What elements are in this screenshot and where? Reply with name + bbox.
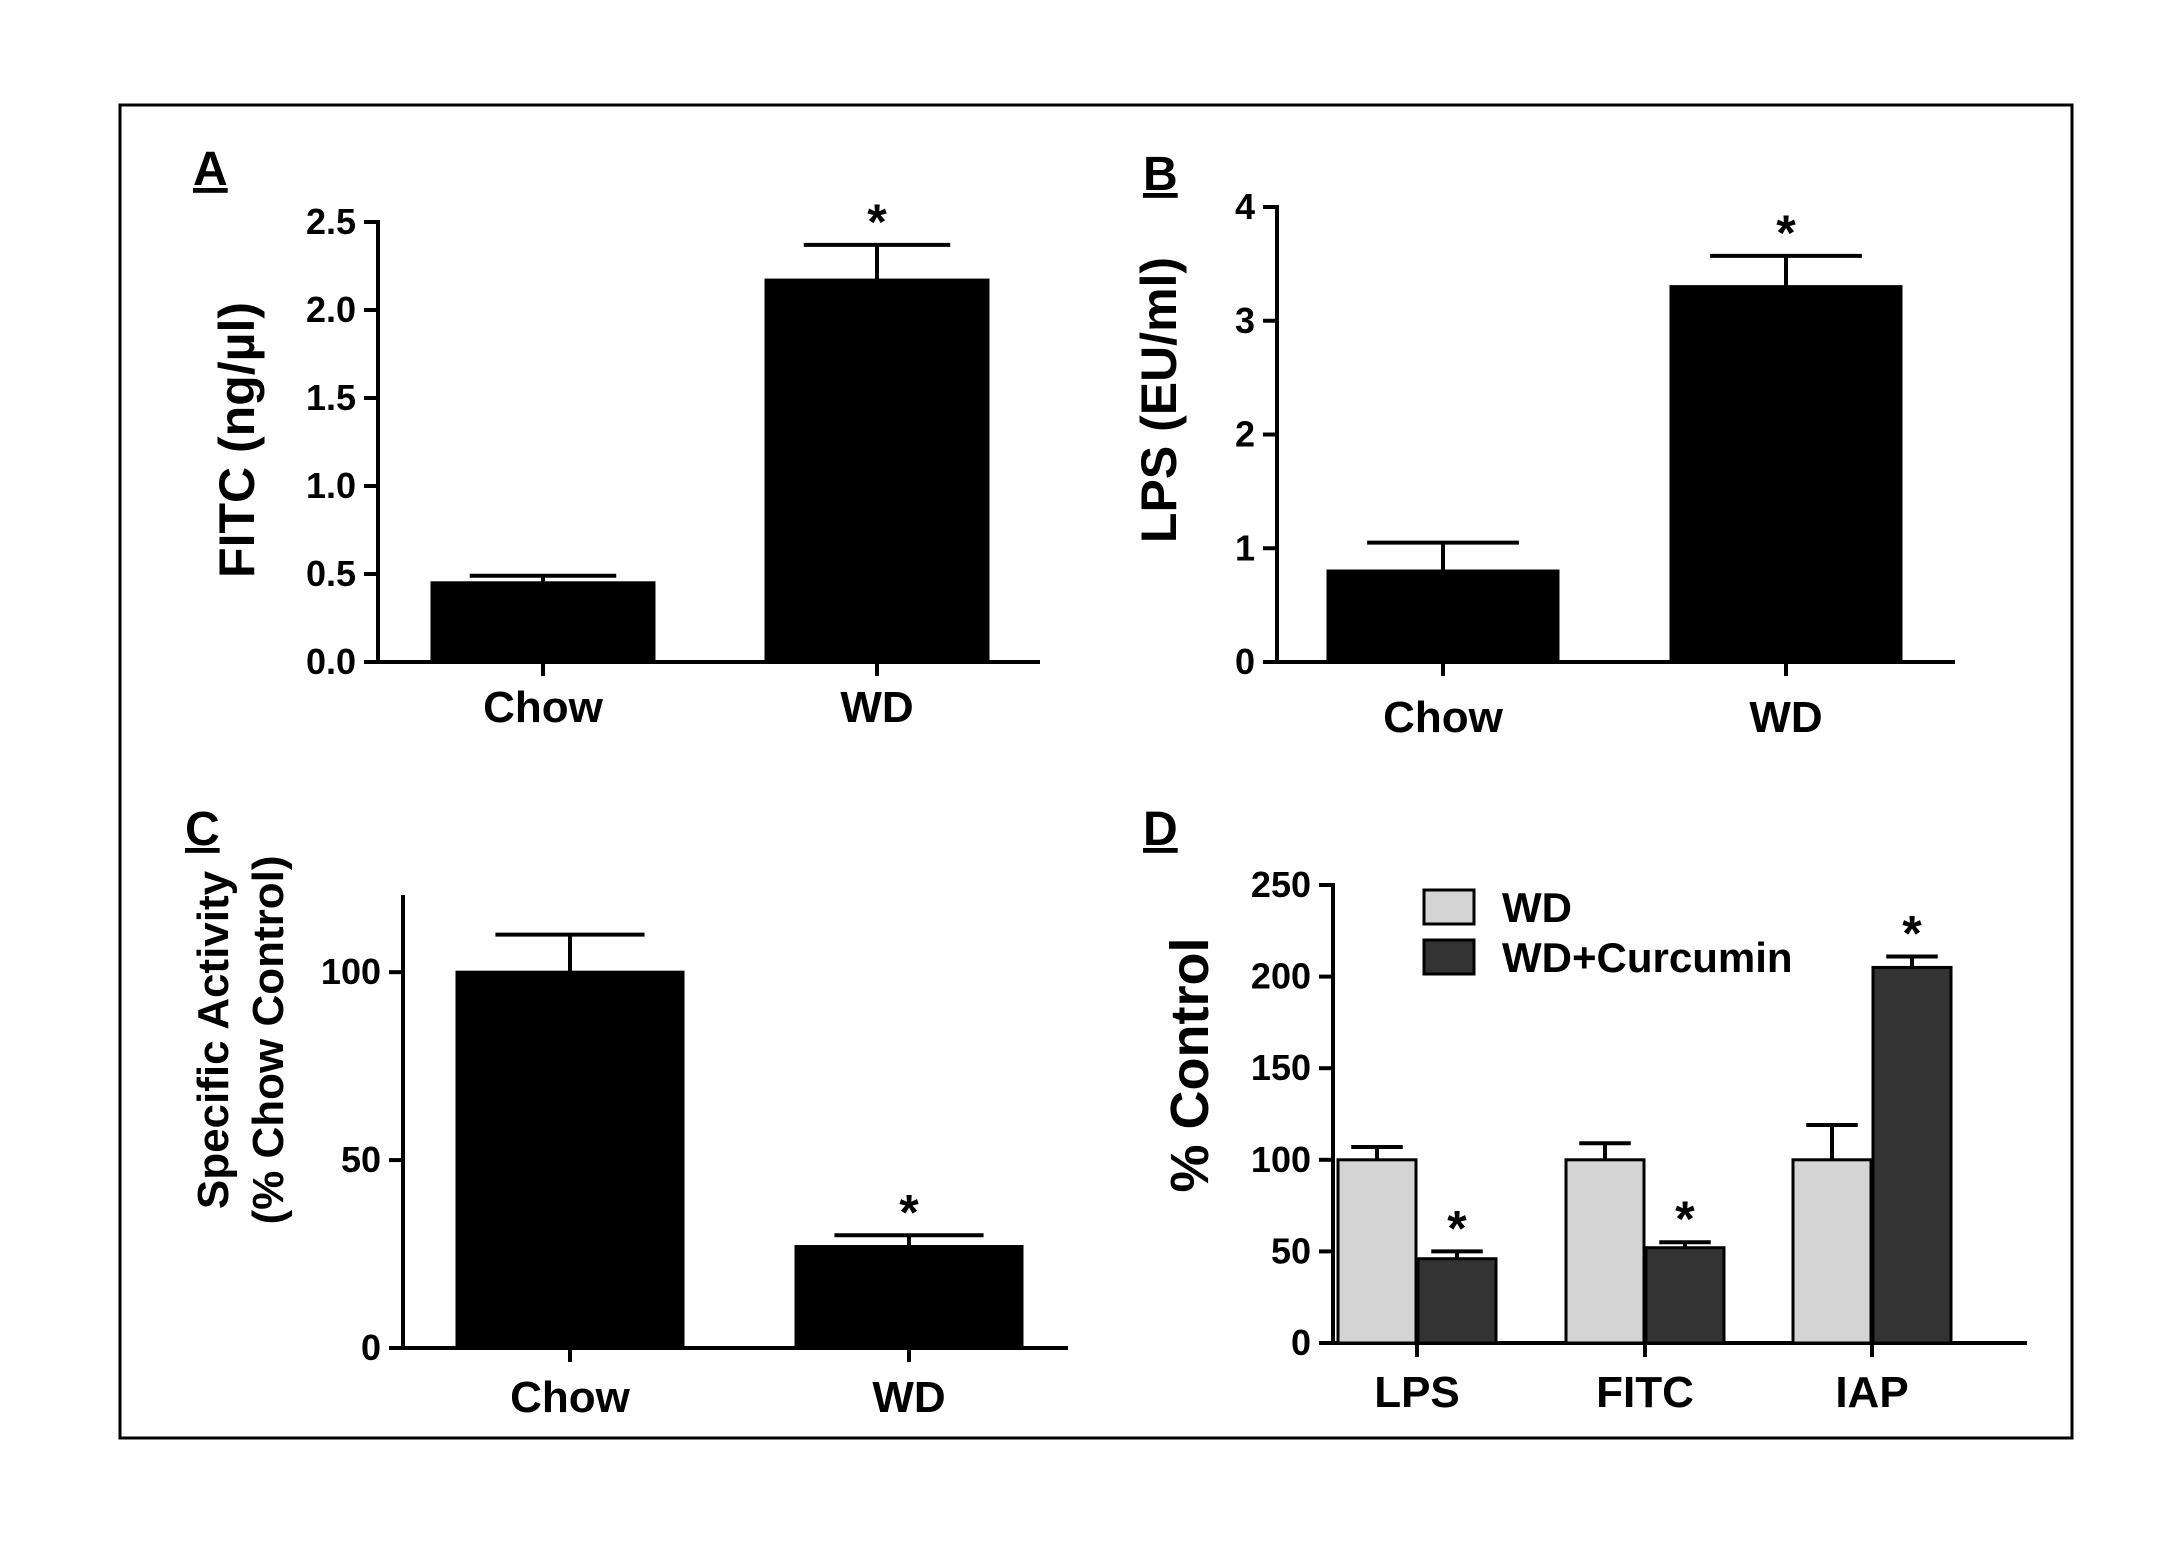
y-axis-title-c-line2: (% Chow Control)	[244, 855, 293, 1224]
y-tick-label-d: 0	[1291, 1322, 1311, 1363]
panel-a: A FITC (ng/µl) 0.0 0.5 1.0 1.5 2.0 2.5 * Chow…	[193, 143, 1040, 732]
y-axis-title-d: % Control	[1160, 938, 1220, 1193]
y-tick-label-d: 150	[1251, 1047, 1311, 1088]
y-tick-label-c: 50	[341, 1139, 381, 1180]
panel-letter-c: C	[185, 803, 220, 856]
category-label-a: Chow	[483, 683, 604, 732]
y-tick-label-b: 4	[1235, 186, 1255, 227]
panel-letter-a: A	[193, 143, 228, 196]
category-labels-d: LPS FITC IAP	[1374, 1368, 1908, 1417]
y-tick-label-a: 0.5	[306, 553, 356, 594]
figure-frame	[118, 103, 2074, 1440]
legend-label-wd: WD	[1502, 884, 1572, 931]
y-tick-label-c: 100	[321, 951, 381, 992]
y-axis-title-c-line1: Specific Activity	[189, 870, 238, 1209]
category-labels-c: Chow WD	[510, 1373, 946, 1422]
significance-marker-d-fitc-s1: *	[1675, 1191, 1695, 1247]
significance-marker-d-iap-s1: *	[1902, 905, 1922, 961]
y-ticks-a: 0.0 0.5 1.0 1.5 2.0 2.5	[306, 201, 1040, 682]
y-tick-label-a: 2.0	[306, 289, 356, 330]
bar-c-chow	[455, 970, 685, 1350]
y-tick-label-d: 50	[1271, 1230, 1311, 1271]
bars-c: *	[455, 932, 1024, 1350]
bars-a: *	[430, 194, 990, 664]
y-tick-label-b: 0	[1235, 641, 1255, 682]
significance-marker-b-wd: *	[1776, 205, 1796, 261]
category-label-b: Chow	[1383, 693, 1504, 742]
category-labels-b: Chow WD	[1383, 693, 1823, 742]
category-label-c: WD	[872, 1373, 945, 1422]
bar-d-lps-s1	[1416, 1257, 1498, 1345]
panel-c: C Specific Activity (% Chow Control) 0 50…	[185, 803, 1068, 1422]
bar-b-chow	[1326, 569, 1560, 664]
panel-d: D % Control 0 50 100 150 200 250 * * * LPS FITC I…	[1143, 803, 2027, 1417]
bar-d-fitc-s1	[1644, 1246, 1726, 1345]
bar-d-iap-s0	[1791, 1158, 1873, 1345]
bars-b: *	[1326, 205, 1903, 664]
y-tick-label-a: 2.5	[306, 201, 356, 242]
y-tick-label-b: 2	[1235, 414, 1255, 455]
bar-d-lps-s0	[1336, 1158, 1418, 1345]
legend-swatch-wd	[1422, 888, 1476, 926]
bars-d: * * *	[1336, 905, 1953, 1345]
y-tick-label-c: 0	[361, 1327, 381, 1368]
y-axis-title-a: FITC (ng/µl)	[209, 302, 265, 578]
category-label-d: LPS	[1374, 1368, 1460, 1417]
panel-b: B LPS (EU/ml) 0 1 2 3 4 * Chow WD	[1131, 148, 1955, 742]
significance-marker-d-lps-s1: *	[1447, 1200, 1467, 1256]
category-labels-a: Chow WD	[483, 683, 914, 732]
panel-letter-d: D	[1143, 803, 1178, 856]
y-tick-label-a: 1.0	[306, 465, 356, 506]
bar-a-wd	[764, 278, 990, 664]
y-tick-label-b: 3	[1235, 300, 1255, 341]
legend-label-wd-curcumin: WD+Curcumin	[1502, 934, 1793, 981]
bar-d-fitc-s0	[1564, 1158, 1646, 1345]
y-tick-label-d: 250	[1251, 864, 1311, 905]
y-tick-label-a: 0.0	[306, 641, 356, 682]
legend-swatch-wd-curcumin	[1422, 938, 1476, 976]
category-label-d: FITC	[1596, 1368, 1694, 1417]
category-label-b: WD	[1749, 693, 1822, 742]
y-tick-label-a: 1.5	[306, 377, 356, 418]
category-label-c: Chow	[510, 1373, 631, 1422]
category-label-d: IAP	[1835, 1368, 1908, 1417]
bar-b-wd	[1669, 285, 1903, 664]
category-label-a: WD	[840, 683, 913, 732]
y-tick-label-d: 100	[1251, 1139, 1311, 1180]
y-tick-label-b: 1	[1235, 527, 1255, 568]
panel-letter-b: B	[1143, 148, 1178, 201]
bar-c-wd	[794, 1245, 1024, 1350]
significance-marker-c-wd: *	[899, 1184, 919, 1240]
significance-marker-a-wd: *	[867, 194, 887, 250]
legend: WD WD+Curcumin	[1422, 884, 1793, 981]
bar-a-chow	[430, 581, 656, 664]
bar-d-iap-s1	[1871, 965, 1953, 1345]
y-tick-label-d: 200	[1251, 956, 1311, 997]
y-axis-title-b: LPS (EU/ml)	[1131, 257, 1187, 543]
